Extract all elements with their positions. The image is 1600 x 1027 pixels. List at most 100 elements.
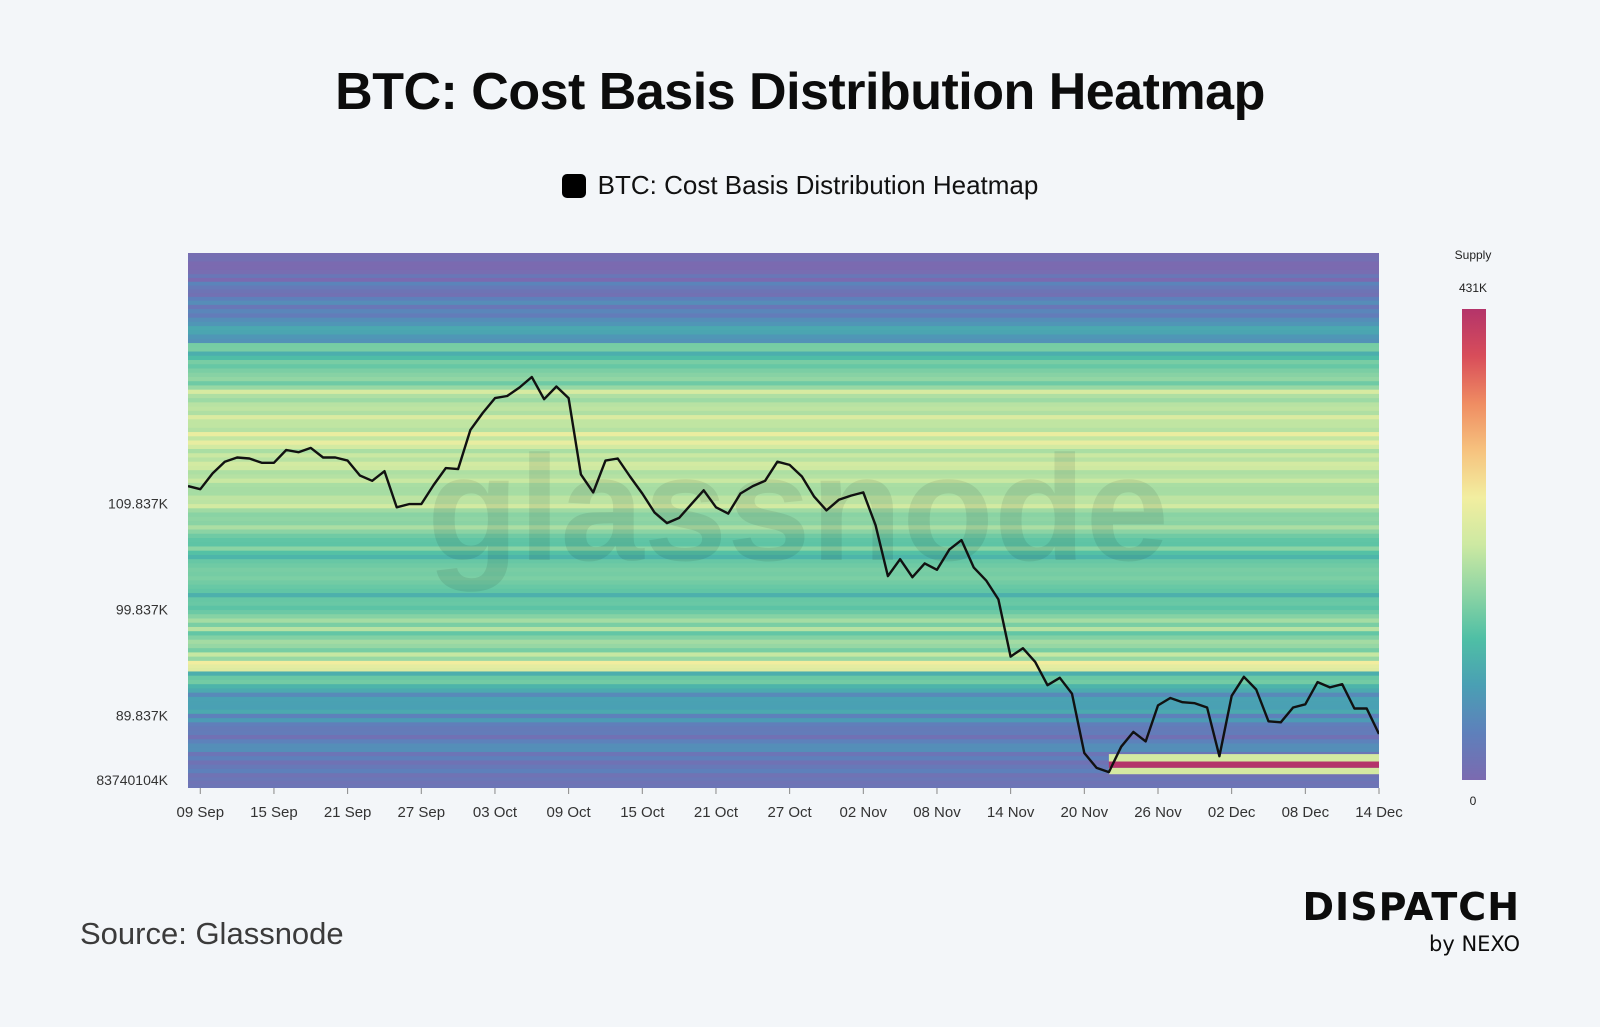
heatmap-cell	[188, 533, 1379, 539]
heatmap-cell	[188, 667, 1379, 672]
heatmap-cell	[188, 338, 1379, 344]
heatmap-cell	[188, 465, 1379, 471]
heatmap-cell	[188, 777, 1379, 782]
heatmap-cell	[188, 410, 1379, 416]
x-tick-label: 26 Nov	[1134, 804, 1182, 821]
heatmap-cell	[188, 743, 1379, 749]
x-tick-label: 20 Nov	[1061, 804, 1109, 821]
heatmap-cell	[188, 261, 1379, 267]
heatmap-cell	[188, 293, 1379, 298]
heatmap-cell	[188, 381, 1379, 386]
heatmap-cell	[188, 304, 1379, 310]
heatmap-cell	[188, 546, 1379, 552]
heatmap-cell	[188, 648, 1379, 653]
heatmap-cell	[188, 635, 1379, 641]
x-tick-label: 03 Oct	[473, 804, 518, 821]
heatmap-cell	[188, 470, 1379, 475]
heatmap-cell	[188, 537, 1379, 543]
heatmap-cell	[188, 508, 1379, 513]
heatmap-cell	[188, 512, 1379, 518]
heatmap-cell	[188, 398, 1379, 403]
heatmap-cell	[188, 692, 1379, 698]
heatmap-cell	[188, 436, 1379, 441]
heatmap-cell	[188, 478, 1379, 484]
x-tick-label: 21 Sep	[324, 804, 372, 821]
heatmap-cell	[188, 679, 1379, 685]
heatmap-cell	[188, 768, 1379, 774]
heatmap-cell	[188, 735, 1379, 740]
heatmap-cell	[188, 355, 1379, 361]
legend-swatch	[561, 173, 586, 198]
heatmap-cell	[188, 274, 1379, 279]
y-tick-label: 109.837K	[108, 496, 169, 512]
heatmap-cell	[188, 656, 1379, 662]
heatmap-cell	[188, 684, 1379, 689]
heatmap-cell	[188, 784, 1379, 788]
x-tick-label: 02 Dec	[1208, 804, 1256, 821]
colorbar-title: Supply	[1455, 248, 1492, 262]
y-axis: 109.837K 99.837K 89.837K 83740104K	[96, 496, 168, 789]
heatmap-cell	[188, 756, 1379, 761]
colorbar: Supply 431K 0	[1455, 248, 1492, 808]
heatmap-cell	[188, 504, 1379, 509]
heatmap-cell	[188, 730, 1379, 736]
x-tick-label: 14 Nov	[987, 804, 1035, 821]
heatmap-cell	[188, 542, 1379, 547]
heatmap-cell	[188, 296, 1379, 302]
heatmap-cell	[188, 440, 1379, 446]
heatmap-cell	[188, 580, 1379, 585]
chart-legend[interactable]: BTC: Cost Basis Distribution Heatmap	[0, 170, 1600, 201]
heatmap-cell	[188, 601, 1379, 607]
heatmap-cell	[188, 618, 1379, 624]
x-tick-label: 08 Nov	[913, 804, 961, 821]
x-tick-label: 27 Oct	[768, 804, 813, 821]
heatmap-cell	[188, 747, 1379, 753]
heatmap-cell	[188, 588, 1379, 594]
heatmap-cell	[188, 705, 1379, 711]
heatmap-cell	[188, 718, 1379, 723]
heatmap-cell	[188, 550, 1379, 556]
heatmap-cell	[188, 597, 1379, 602]
heatmap-cell	[188, 343, 1379, 348]
x-tick-label: 15 Oct	[620, 804, 665, 821]
heatmap-cell	[188, 701, 1379, 706]
heatmap-cell	[188, 610, 1379, 615]
heatmap-cell	[188, 334, 1379, 340]
heatmap-cell	[188, 351, 1379, 357]
heatmap-cell	[188, 432, 1379, 437]
heatmap-cell	[188, 448, 1379, 454]
heatmap-cell	[188, 300, 1379, 306]
heatmap-hotspot	[1108, 754, 1379, 762]
heatmap-cell	[188, 393, 1379, 399]
heatmap-cell	[188, 269, 1379, 275]
heatmap-hotspot	[1108, 767, 1379, 775]
heatmap-cell	[188, 559, 1379, 564]
price-line	[188, 375, 1379, 774]
heatmap-cell	[188, 474, 1379, 480]
heatmap-cell	[188, 643, 1379, 649]
heatmap-cell	[188, 427, 1379, 433]
y-tick-label: 99.837K	[116, 602, 169, 618]
chart-title: BTC: Cost Basis Distribution Heatmap	[335, 63, 1265, 121]
x-tick-label: 09 Oct	[547, 804, 592, 821]
heatmap-cell	[188, 554, 1379, 560]
heatmap-cell	[188, 402, 1379, 408]
x-tick-label: 21 Oct	[694, 804, 739, 821]
heatmap-cell	[188, 631, 1379, 636]
x-tick-label: 14 Dec	[1355, 804, 1403, 821]
x-tick-label: 02 Nov	[840, 804, 888, 821]
heatmap-cell	[188, 584, 1379, 590]
heatmap-cell	[188, 614, 1379, 619]
heatmap-cell	[188, 773, 1379, 778]
heatmap-cell	[188, 415, 1379, 420]
heatmap-cell	[188, 571, 1379, 577]
heatmap-cell	[188, 321, 1379, 327]
heatmap-cell	[188, 326, 1379, 331]
heatmap-cell	[188, 567, 1379, 573]
heatmap-hotspot	[1108, 761, 1379, 768]
heatmap-cell	[188, 457, 1379, 463]
heatmap-cell	[188, 760, 1379, 766]
heatmap-cell	[188, 516, 1379, 522]
heatmap-cell	[188, 660, 1379, 665]
